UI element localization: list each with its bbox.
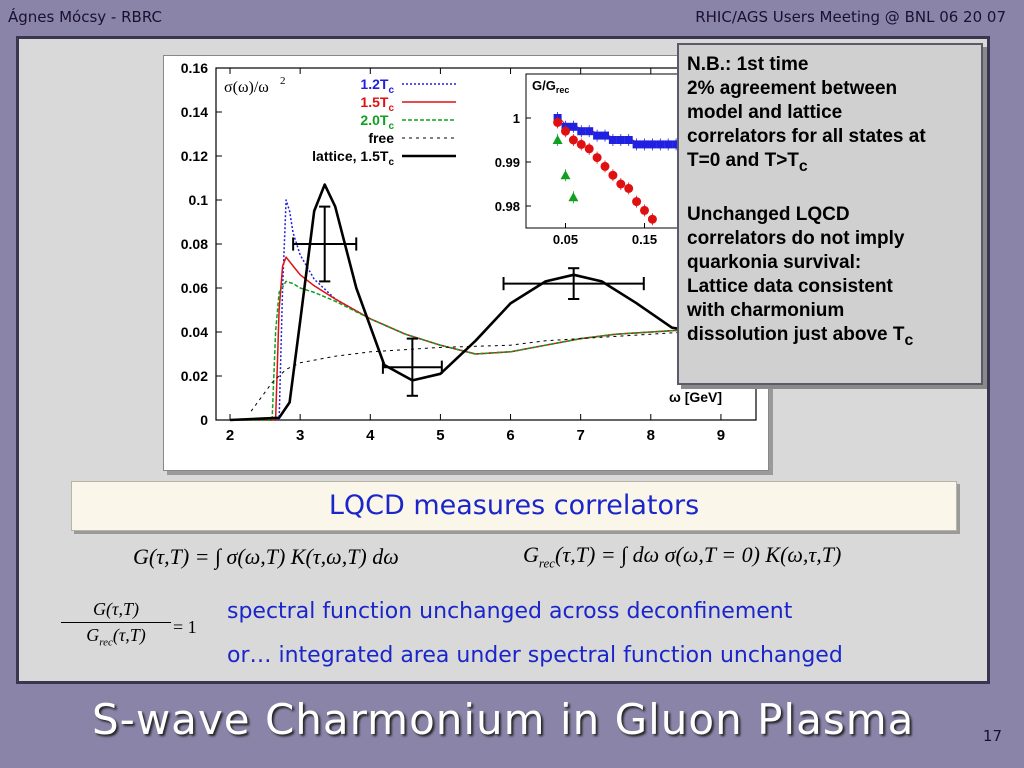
inset-point-circle <box>561 126 570 136</box>
y-tick-label: 0.04 <box>181 324 208 340</box>
inset-point-circle <box>640 205 649 215</box>
inset-point-square <box>664 140 673 149</box>
x-tick-label: 9 <box>717 427 725 444</box>
inset-point-circle <box>608 170 618 180</box>
inset-point-circle <box>553 117 563 127</box>
inset-point-square <box>640 140 649 149</box>
series-line-lattice-1-5tc <box>229 183 721 422</box>
x-tick-label: 8 <box>647 427 655 444</box>
x-tick-label: 7 <box>577 427 585 444</box>
y-tick-label: 0.08 <box>181 236 208 252</box>
note-line: dissolution just above Tc <box>687 323 914 349</box>
inset-point-circle <box>624 183 634 193</box>
correlator-equation: G(τ,T) = ∫ σ(ω,T) K(τ,ω,T) dω <box>133 544 399 569</box>
y-axis-label-exponent: 2 <box>280 75 286 87</box>
inset-x-tick-label: 0.15 <box>632 232 657 247</box>
ratio-rhs: = 1 <box>173 617 197 637</box>
y-tick-label: 0 <box>200 412 208 428</box>
inset-point-square <box>616 136 625 144</box>
x-tick-label: 4 <box>366 427 375 444</box>
note-line: with charmonium <box>687 299 845 321</box>
inset-point-square <box>672 140 681 149</box>
inset-y-tick-label: 0.99 <box>495 155 520 170</box>
y-tick-label: 0.1 <box>189 192 209 208</box>
legend-entry-lattice-label: lattice, 1.5Tc <box>312 148 394 168</box>
series-line-1-5tc <box>230 256 721 421</box>
note-line: Unchanged LQCD <box>687 203 850 225</box>
inset-point-circle <box>592 153 602 163</box>
x-tick-label: 5 <box>436 427 444 444</box>
legend-entry-1-5tc-label: 1.5Tc <box>360 94 394 114</box>
inset-point-square <box>593 131 602 140</box>
inset-point-circle <box>576 139 586 149</box>
header-event: RHIC/AGS Users Meeting @ BNL 06 20 07 <box>695 8 1006 26</box>
note-line: correlators for all states at <box>687 126 926 147</box>
ratio-numerator: G(τ,T) <box>61 599 171 623</box>
inset-point-circle <box>632 197 642 207</box>
legend-entry-1-2tc-label: 1.2Tc <box>360 76 394 96</box>
x-tick-label: 6 <box>506 427 514 444</box>
inset-point-triangle <box>552 135 563 144</box>
ratio-denominator: Grec(τ,T) <box>86 625 146 649</box>
note-line: quarkonia survival: <box>687 251 862 273</box>
note-line: N.B.: 1st time <box>687 54 809 75</box>
inset-point-square <box>569 122 578 131</box>
inset-point-circle <box>616 179 626 189</box>
note-line: Lattice data consistent <box>687 275 893 297</box>
note-line: 2% agreement between <box>687 78 898 99</box>
y-tick-label: 0.06 <box>181 280 208 296</box>
note-line: model and lattice <box>687 102 843 123</box>
slide-title: S-wave Charmonium in Gluon Plasma <box>92 695 915 744</box>
inset-point-triangle <box>560 170 571 180</box>
inset-point-square <box>632 140 641 149</box>
spectral-function-figure: Mócsy, Petre czky hep-ph/0705.2559234567… <box>163 55 769 471</box>
legend-entry-free-label: free <box>368 130 394 146</box>
inset-point-circle <box>584 144 594 154</box>
note-box: N.B.: 1st time 2% agreement between mode… <box>677 43 983 385</box>
inset-point-square <box>608 136 617 144</box>
note-line: correlators do not imply <box>687 227 905 249</box>
y-tick-label: 0.16 <box>181 60 208 76</box>
statement-unchanged: spectral function unchanged across decon… <box>227 599 793 624</box>
inset-point-circle <box>568 135 578 145</box>
y-tick-label: 0.12 <box>181 148 208 164</box>
inset-point-square <box>585 127 594 136</box>
inset-point-square <box>624 136 633 144</box>
inset-point-square <box>577 127 586 136</box>
y-tick-label: 0.02 <box>181 368 208 384</box>
inset-point-circle <box>600 161 610 171</box>
x-tick-label: 3 <box>296 427 304 444</box>
reconstructed-correlator-equation: Grec(τ,T) = ∫ dω σ(ω,T = 0) K(ω,τ,T) <box>523 542 842 571</box>
series-line-2-0tc <box>230 280 721 421</box>
legend-entry-2-0tc-label: 2.0Tc <box>360 112 394 132</box>
x-axis-label: ω [GeV] <box>669 389 722 405</box>
x-tick-label: 2 <box>226 427 234 444</box>
inset-point-triangle <box>568 192 579 202</box>
y-axis-label: σ(ω)/ω <box>224 79 269 96</box>
page-number: 17 <box>982 727 1002 745</box>
note-line: T=0 and T>Tc <box>687 150 808 175</box>
banner-heading: LQCD measures correlators <box>71 481 957 531</box>
inset-point-square <box>648 140 657 149</box>
inset-point-square <box>601 131 609 140</box>
inset-point-circle <box>647 214 657 224</box>
content-panel: Mócsy, Petre czky hep-ph/0705.2559234567… <box>16 36 990 684</box>
y-tick-label: 0.14 <box>181 104 208 120</box>
inset-x-tick-label: 0.05 <box>553 232 578 247</box>
header-author: Ágnes Mócsy - RBRC <box>8 8 162 26</box>
series-line-free <box>250 329 721 412</box>
inset-point-square <box>656 140 665 149</box>
inset-y-tick-label: 1 <box>513 111 520 126</box>
inset-y-tick-label: 0.98 <box>495 199 520 214</box>
statement-area: or… integrated area under spectral funct… <box>227 643 843 668</box>
spectral-plot: Mócsy, Petre czky hep-ph/0705.2559234567… <box>181 60 757 444</box>
ratio-equation: G(τ,T) Grec(τ,T) <box>61 599 171 649</box>
inset-frame <box>525 73 685 229</box>
